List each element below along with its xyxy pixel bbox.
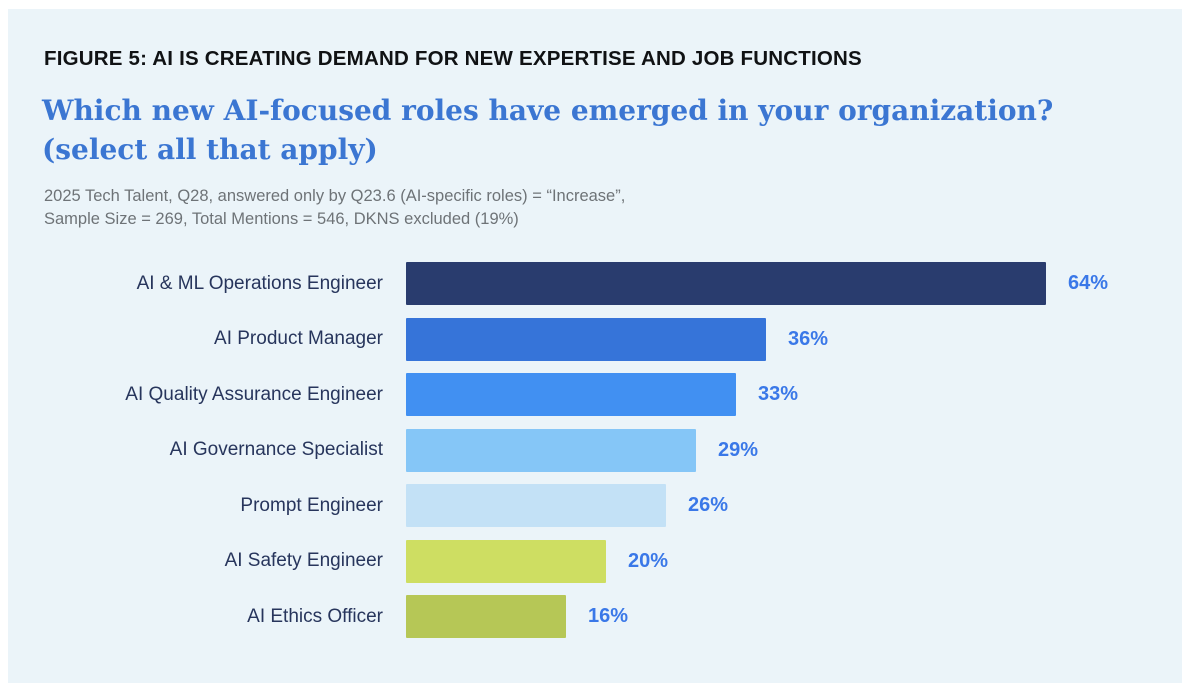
figure-title: FIGURE 5: AI IS CREATING DEMAND FOR NEW … xyxy=(44,47,862,70)
bar-chart: AI & ML Operations Engineer 64% AI Product… xyxy=(8,262,1182,651)
category-label: AI Ethics Officer xyxy=(247,605,383,627)
methodology-line-2: Sample Size = 269, Total Mentions = 546,… xyxy=(44,210,519,228)
category-label: AI Product Manager xyxy=(214,328,383,349)
question-line-1: Which new AI-focused roles have emerged … xyxy=(42,94,1054,127)
bar xyxy=(406,428,696,472)
value-label: 29% xyxy=(718,438,759,461)
chart-row: AI Safety Engineer 20% xyxy=(8,539,1182,583)
category-label: AI Governance Specialist xyxy=(169,439,383,460)
chart-row: AI Ethics Officer 16% xyxy=(8,595,1182,638)
bar xyxy=(406,262,1046,305)
chart-row: AI & ML Operations Engineer 64% xyxy=(8,262,1182,305)
category-label: AI Safety Engineer xyxy=(224,550,383,571)
chart-row: AI Product Manager 36% xyxy=(8,317,1182,361)
value-label: 36% xyxy=(788,327,829,350)
bar xyxy=(406,373,736,416)
value-label: 64% xyxy=(1068,272,1109,294)
bar xyxy=(406,317,766,361)
bar xyxy=(406,595,566,638)
value-label: 20% xyxy=(628,549,669,572)
methodology-line-1: 2025 Tech Talent, Q28, answered only by … xyxy=(44,187,626,205)
category-label: AI Quality Assurance Engineer xyxy=(125,383,383,405)
value-label: 16% xyxy=(588,605,629,627)
chart-row: Prompt Engineer 26% xyxy=(8,484,1182,527)
bar xyxy=(406,539,606,583)
chart-row: AI Quality Assurance Engineer 33% xyxy=(8,373,1182,416)
bar xyxy=(406,484,666,527)
chart-row: AI Governance Specialist 29% xyxy=(8,428,1182,472)
question-line-2: (select all that apply) xyxy=(42,133,378,166)
figure-panel: FIGURE 5: AI IS CREATING DEMAND FOR NEW … xyxy=(8,9,1182,683)
question-heading: Which new AI-focused roles have emerged … xyxy=(42,91,1053,169)
methodology-note: 2025 Tech Talent, Q28, answered only by … xyxy=(44,185,625,231)
value-label: 33% xyxy=(758,383,799,405)
category-label: AI & ML Operations Engineer xyxy=(136,272,383,294)
value-label: 26% xyxy=(688,494,729,516)
category-label: Prompt Engineer xyxy=(240,494,383,516)
